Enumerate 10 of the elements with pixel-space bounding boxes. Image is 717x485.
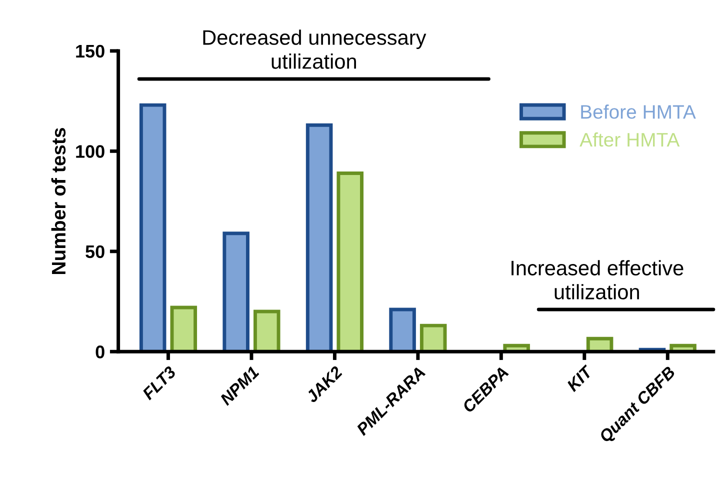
y-tick-label: 50 [86, 245, 104, 258]
legend-label: Before HMTA [581, 104, 696, 119]
ref-line-label: Increased effective utilization [512, 260, 684, 300]
y-axis-title: Number of tests [51, 128, 66, 274]
ref-line-label: Decreased unnecessary utilization [203, 30, 426, 69]
legend-label: After HMTA [580, 132, 680, 147]
x-tick-label: KIT [566, 364, 594, 392]
y-tick-label: 150 [76, 44, 104, 58]
y-tick-label: 0 [96, 346, 104, 358]
y-tick-label: 100 [76, 145, 104, 158]
